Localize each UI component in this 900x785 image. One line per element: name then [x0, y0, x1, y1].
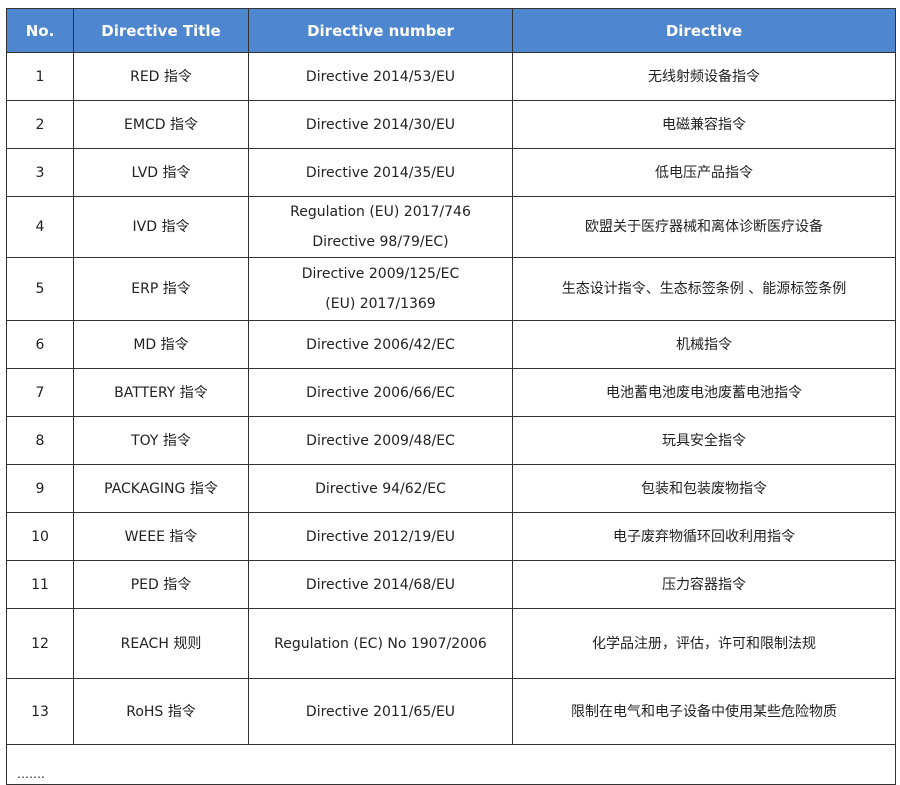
cell-number: Directive 2014/53/EU [248, 52, 513, 101]
directive-number-line: Directive 2006/66/EC [306, 384, 455, 401]
cell-title: REACH 规则 [73, 608, 249, 679]
cell-title: MD 指令 [73, 320, 249, 369]
cell-title: LVD 指令 [73, 148, 249, 197]
cell-no: 13 [6, 678, 74, 745]
cell-no: 8 [6, 416, 74, 465]
table-row: 7 BATTERY 指令 Directive 2006/66/EC 电池蓄电池废电池废… [6, 368, 896, 417]
directive-number-line: Directive 2006/42/EC [306, 336, 455, 353]
cell-number: Directive 2006/66/EC [248, 368, 513, 417]
cell-title: RoHS 指令 [73, 678, 249, 745]
cell-number: Regulation (EC) No 1907/2006 [248, 608, 513, 679]
cell-number: Directive 2014/30/EU [248, 100, 513, 149]
table-row: 6 MD 指令 Directive 2006/42/EC 机械指令 [6, 320, 896, 369]
cell-directive: 欧盟关于医疗器械和离体诊断医疗设备 [512, 196, 896, 258]
cell-no: 6 [6, 320, 74, 369]
header-row: No. Directive Title Directive number Dir… [6, 8, 896, 53]
cell-no: 4 [6, 196, 74, 258]
directive-number-line: Directive 2014/53/EU [305, 68, 456, 85]
directive-number-line: Directive 2009/125/EC [301, 266, 460, 282]
cell-number: Directive 2014/68/EU [248, 560, 513, 609]
cell-number: Directive 2011/65/EU [248, 678, 513, 745]
cell-number: Directive 2006/42/EC [248, 320, 513, 369]
cell-directive: 玩具安全指令 [512, 416, 896, 465]
more-ellipsis: ……. [6, 744, 896, 785]
cell-number: Directive 2009/125/EC (EU) 2017/1369 [248, 257, 513, 321]
cell-number: Directive 2012/19/EU [248, 512, 513, 561]
table-row: 5 ERP 指令 Directive 2009/125/EC (EU) 2017/13… [6, 257, 896, 321]
header-directive: Directive [512, 8, 896, 53]
cell-title: IVD 指令 [73, 196, 249, 258]
table-row: 12 REACH 规则 Regulation (EC) No 1907/2006 化学… [6, 608, 896, 679]
directive-number-line: Directive 2011/65/EU [305, 703, 456, 720]
cell-directive: 无线射频设备指令 [512, 52, 896, 101]
cell-directive: 化学品注册，评估，许可和限制法规 [512, 608, 896, 679]
directive-number-line: Directive 2012/19/EU [305, 528, 456, 545]
more-row: ……. [6, 744, 896, 785]
cell-no: 10 [6, 512, 74, 561]
cell-title: EMCD 指令 [73, 100, 249, 149]
cell-number: Directive 2014/35/EU [248, 148, 513, 197]
cell-title: WEEE 指令 [73, 512, 249, 561]
directive-table: No. Directive Title Directive number Dir… [6, 8, 896, 785]
cell-no: 11 [6, 560, 74, 609]
header-no: No. [6, 8, 74, 53]
cell-no: 9 [6, 464, 74, 513]
cell-number: Directive 94/62/EC [248, 464, 513, 513]
cell-directive: 生态设计指令、生态标签条例 、能源标签条例 [512, 257, 896, 321]
cell-title: BATTERY 指令 [73, 368, 249, 417]
cell-directive: 压力容器指令 [512, 560, 896, 609]
directive-number-line: Regulation (EC) No 1907/2006 [274, 635, 487, 652]
directive-number-line: (EU) 2017/1369 [325, 296, 436, 312]
directive-number-line: Directive 2014/35/EU [305, 164, 456, 181]
table-row: 2 EMCD 指令 Directive 2014/30/EU 电磁兼容指令 [6, 100, 896, 149]
cell-title: PED 指令 [73, 560, 249, 609]
cell-title: ERP 指令 [73, 257, 249, 321]
cell-directive: 电池蓄电池废电池废蓄电池指令 [512, 368, 896, 417]
cell-no: 2 [6, 100, 74, 149]
table-row: 8 TOY 指令 Directive 2009/48/EC 玩具安全指令 [6, 416, 896, 465]
directive-number-line: Directive 98/79/EC) [312, 234, 449, 250]
header-number: Directive number [248, 8, 513, 53]
cell-number: Directive 2009/48/EC [248, 416, 513, 465]
cell-title: TOY 指令 [73, 416, 249, 465]
cell-directive: 机械指令 [512, 320, 896, 369]
table-row: 11 PED 指令 Directive 2014/68/EU 压力容器指令 [6, 560, 896, 609]
directive-number-line: Directive 2009/48/EC [306, 432, 455, 449]
table-row: 1 RED 指令 Directive 2014/53/EU 无线射频设备指令 [6, 52, 896, 101]
cell-no: 1 [6, 52, 74, 101]
cell-directive: 限制在电气和电子设备中使用某些危险物质 [512, 678, 896, 745]
directive-number-line: Directive 2014/68/EU [305, 576, 456, 593]
cell-directive: 电磁兼容指令 [512, 100, 896, 149]
cell-directive: 包装和包装废物指令 [512, 464, 896, 513]
header-title: Directive Title [73, 8, 249, 53]
cell-no: 5 [6, 257, 74, 321]
cell-title: RED 指令 [73, 52, 249, 101]
table-row: 4 IVD 指令 Regulation (EU) 2017/746 Directive… [6, 196, 896, 258]
cell-no: 3 [6, 148, 74, 197]
table-row: 9 PACKAGING 指令 Directive 94/62/EC 包装和包装废物指令 [6, 464, 896, 513]
cell-number: Regulation (EU) 2017/746 Directive 98/79/… [248, 196, 513, 258]
table-row: 3 LVD 指令 Directive 2014/35/EU 低电压产品指令 [6, 148, 896, 197]
directive-number-line: Directive 94/62/EC [315, 480, 446, 497]
directive-number-line: Directive 2014/30/EU [305, 116, 456, 133]
cell-directive: 低电压产品指令 [512, 148, 896, 197]
cell-directive: 电子废弃物循环回收利用指令 [512, 512, 896, 561]
table-row: 10 WEEE 指令 Directive 2012/19/EU 电子废弃物循环回收利用… [6, 512, 896, 561]
cell-no: 7 [6, 368, 74, 417]
cell-title: PACKAGING 指令 [73, 464, 249, 513]
directive-number-line: Regulation (EU) 2017/746 [290, 204, 471, 220]
cell-no: 12 [6, 608, 74, 679]
table-row: 13 RoHS 指令 Directive 2011/65/EU 限制在电气和电子设备中… [6, 678, 896, 745]
